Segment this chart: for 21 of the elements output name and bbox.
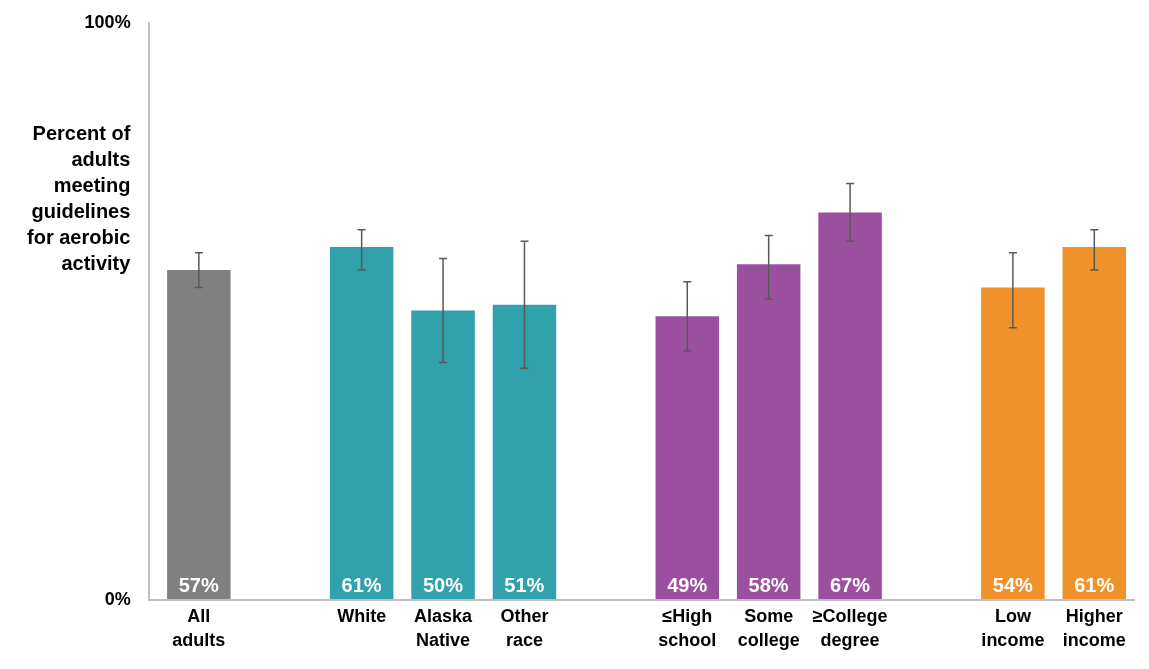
- data-label: 58%: [748, 574, 789, 596]
- x-tick-label: ≤High school: [658, 606, 717, 650]
- x-tick-label: Some college: [737, 606, 800, 650]
- data-label: 50%: [422, 574, 464, 596]
- data-label: 61%: [1074, 574, 1115, 596]
- x-tick-label: ≥College degree: [812, 606, 888, 650]
- x-tick-label: Other race: [500, 606, 549, 650]
- data-label: 67%: [829, 574, 871, 596]
- y-tick-label: 0%: [104, 589, 131, 610]
- y-tick-label: 100%: [84, 12, 131, 33]
- x-tick-label: Low income: [981, 606, 1045, 650]
- data-label: 57%: [178, 574, 219, 596]
- y-axis-title: Percent of adults meeting guidelines for aerobic activity: [27, 122, 132, 274]
- x-tick-label: Alaska Native: [414, 606, 474, 650]
- data-label: 61%: [341, 574, 382, 596]
- data-label: 51%: [504, 574, 545, 596]
- data-label: 54%: [992, 574, 1034, 596]
- x-tick-label: All adults: [172, 606, 226, 650]
- x-tick-label: White: [337, 606, 387, 627]
- x-tick-label: Higher income: [1062, 606, 1126, 650]
- data-label: 49%: [667, 574, 708, 596]
